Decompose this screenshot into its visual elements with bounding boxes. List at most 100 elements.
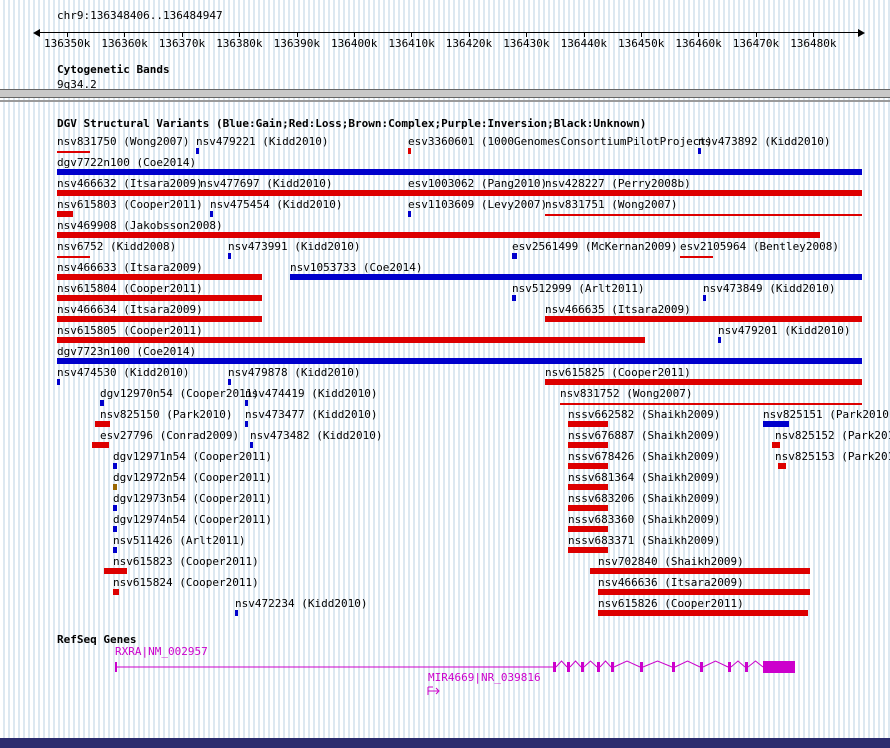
variant-bar[interactable] [113, 589, 119, 595]
variant-bar[interactable] [598, 610, 808, 616]
variant-bar[interactable] [545, 379, 862, 385]
variant-bar[interactable] [113, 463, 117, 469]
variant-label[interactable]: nsv474530 (Kidd2010) [57, 366, 190, 379]
variant-bar[interactable] [772, 442, 780, 448]
variant-bar[interactable] [568, 547, 608, 553]
variant-label[interactable]: nssv683206 (Shaikh2009) [568, 492, 721, 505]
variant-bar[interactable] [57, 151, 90, 153]
variant-label[interactable]: nsv615824 (Cooper2011) [113, 576, 259, 589]
variant-bar[interactable] [113, 505, 117, 511]
variant-label[interactable]: nsv479221 (Kidd2010) [196, 135, 329, 148]
variant-label[interactable]: esv2105964 (Bentley2008) [680, 240, 839, 253]
variant-label[interactable]: nsv473991 (Kidd2010) [228, 240, 361, 253]
variant-bar[interactable] [598, 589, 810, 595]
variant-bar[interactable] [290, 274, 862, 280]
variant-label[interactable]: nsv511426 (Arlt2011) [113, 534, 246, 547]
variant-label[interactable]: nsv615804 (Cooper2011) [57, 282, 203, 295]
variant-label[interactable]: nssv676887 (Shaikh2009) [568, 429, 721, 442]
variant-bar[interactable] [245, 400, 248, 406]
variant-bar[interactable] [250, 442, 253, 448]
variant-bar[interactable] [57, 316, 262, 322]
variant-bar[interactable] [778, 463, 786, 469]
variant-bar[interactable] [568, 526, 608, 532]
variant-label[interactable]: nsv1053733 (Coe2014) [290, 261, 423, 274]
variant-bar[interactable] [568, 442, 608, 448]
variant-label[interactable]: dgv7722n100 (Coe2014) [57, 156, 197, 169]
variant-label[interactable]: nsv472234 (Kidd2010) [235, 597, 368, 610]
variant-label[interactable]: esv3360601 (1000GenomesConsortiumPilotPr… [408, 135, 713, 148]
gene-structure-glyph[interactable] [0, 658, 890, 676]
variant-bar[interactable] [512, 253, 517, 259]
variant-label[interactable]: nsv479878 (Kidd2010) [228, 366, 361, 379]
variant-label[interactable]: nsv475454 (Kidd2010) [210, 198, 343, 211]
variant-label[interactable]: nsv615826 (Cooper2011) [598, 597, 744, 610]
variant-label[interactable]: nssv681364 (Shaikh2009) [568, 471, 721, 484]
variant-bar[interactable] [113, 526, 117, 532]
variant-bar[interactable] [718, 337, 721, 343]
variant-label[interactable]: dgv12970n54 (Cooper2011) [100, 387, 259, 400]
variant-label[interactable]: nsv469908 (Jakobsson2008) [57, 219, 223, 232]
variant-label[interactable]: nsv466633 (Itsara2009) [57, 261, 203, 274]
variant-bar[interactable] [100, 400, 104, 406]
variant-bar[interactable] [568, 484, 608, 490]
variant-bar[interactable] [408, 211, 411, 217]
variant-label[interactable]: nssv683371 (Shaikh2009) [568, 534, 721, 547]
variant-bar[interactable] [545, 316, 862, 322]
variant-label[interactable]: nsv615825 (Cooper2011) [545, 366, 691, 379]
variant-bar[interactable] [703, 295, 706, 301]
variant-label[interactable]: dgv12971n54 (Cooper2011) [113, 450, 272, 463]
variant-bar[interactable] [57, 358, 862, 364]
variant-label[interactable]: nsv825152 (Park2010) [775, 429, 890, 442]
variant-bar[interactable] [568, 463, 608, 469]
variant-label[interactable]: esv1103609 (Levy2007) [408, 198, 548, 211]
variant-label[interactable]: nsv825153 (Park2010) [775, 450, 890, 463]
variant-label[interactable]: nsv479201 (Kidd2010) [718, 324, 851, 337]
variant-label[interactable]: nsv615803 (Cooper2011) [57, 198, 203, 211]
variant-bar[interactable] [228, 253, 231, 259]
gene-label[interactable]: RXRA|NM_002957 [115, 645, 208, 658]
variant-bar[interactable] [568, 421, 608, 427]
variant-bar[interactable] [245, 421, 248, 427]
variant-label[interactable]: dgv12973n54 (Cooper2011) [113, 492, 272, 505]
variant-bar[interactable] [57, 169, 862, 175]
variant-bar[interactable] [545, 214, 862, 216]
variant-label[interactable]: nsv474419 (Kidd2010) [245, 387, 378, 400]
variant-bar[interactable] [196, 148, 199, 154]
variant-label[interactable]: esv2561499 (McKernan2009) [512, 240, 678, 253]
variant-label[interactable]: nsv702840 (Shaikh2009) [598, 555, 744, 568]
variant-label[interactable]: nssv662582 (Shaikh2009) [568, 408, 721, 421]
variant-bar[interactable] [113, 484, 117, 490]
variant-bar[interactable] [57, 274, 262, 280]
variant-label[interactable]: nsv466632 (Itsara2009) [57, 177, 203, 190]
variant-label[interactable]: esv1003062 (Pang2010) [408, 177, 548, 190]
variant-bar[interactable] [57, 256, 90, 258]
variant-bar[interactable] [590, 568, 810, 574]
variant-bar[interactable] [113, 547, 117, 553]
variant-label[interactable]: dgv12974n54 (Cooper2011) [113, 513, 272, 526]
variant-bar[interactable] [680, 256, 713, 258]
variant-label[interactable]: nsv473477 (Kidd2010) [245, 408, 378, 421]
variant-label[interactable]: nsv831751 (Wong2007) [545, 198, 678, 211]
gene-label[interactable]: MIR4669|NR_039816 [428, 671, 541, 684]
variant-bar[interactable] [235, 610, 238, 616]
variant-label[interactable]: nsv466634 (Itsara2009) [57, 303, 203, 316]
variant-bar[interactable] [92, 442, 109, 448]
variant-bar[interactable] [57, 232, 820, 238]
variant-label[interactable]: dgv12972n54 (Cooper2011) [113, 471, 272, 484]
variant-bar[interactable] [228, 379, 231, 385]
variant-label[interactable]: nsv825151 (Park2010) [763, 408, 890, 421]
variant-label[interactable]: dgv7723n100 (Coe2014) [57, 345, 197, 358]
variant-label[interactable]: nsv477697 (Kidd2010) [200, 177, 333, 190]
variant-label[interactable]: nsv466636 (Itsara2009) [598, 576, 744, 589]
variant-label[interactable]: nsv615823 (Cooper2011) [113, 555, 259, 568]
variant-bar[interactable] [210, 211, 213, 217]
variant-label[interactable]: nsv428227 (Perry2008b) [545, 177, 691, 190]
variant-label[interactable]: nsv473482 (Kidd2010) [250, 429, 383, 442]
variant-bar[interactable] [57, 337, 645, 343]
variant-bar[interactable] [698, 148, 701, 154]
variant-bar[interactable] [95, 421, 110, 427]
variant-bar[interactable] [568, 505, 608, 511]
variant-label[interactable]: nsv466635 (Itsara2009) [545, 303, 691, 316]
variant-label[interactable]: nsv825150 (Park2010) [100, 408, 233, 421]
variant-bar[interactable] [512, 295, 516, 301]
